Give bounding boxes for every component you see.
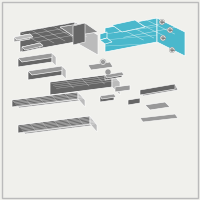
Circle shape — [160, 20, 164, 24]
Polygon shape — [105, 72, 124, 78]
Polygon shape — [78, 92, 85, 107]
Polygon shape — [73, 23, 85, 45]
Polygon shape — [12, 92, 78, 107]
Polygon shape — [62, 66, 66, 79]
Polygon shape — [60, 23, 98, 36]
Polygon shape — [22, 43, 43, 50]
Circle shape — [106, 70, 110, 74]
Polygon shape — [145, 102, 170, 110]
Polygon shape — [105, 18, 157, 52]
Polygon shape — [50, 74, 112, 95]
Polygon shape — [14, 34, 33, 40]
Polygon shape — [12, 92, 85, 108]
Polygon shape — [90, 116, 97, 132]
Polygon shape — [100, 38, 112, 44]
Polygon shape — [14, 34, 30, 42]
Polygon shape — [105, 18, 185, 42]
Polygon shape — [140, 84, 178, 96]
Polygon shape — [88, 62, 113, 70]
Polygon shape — [112, 20, 145, 32]
Polygon shape — [140, 84, 175, 95]
Polygon shape — [140, 114, 178, 122]
Polygon shape — [20, 22, 75, 52]
Polygon shape — [18, 116, 97, 134]
Polygon shape — [128, 98, 140, 105]
Polygon shape — [115, 85, 130, 92]
Polygon shape — [50, 74, 120, 90]
Polygon shape — [112, 74, 120, 95]
Polygon shape — [18, 53, 56, 62]
Polygon shape — [22, 43, 40, 52]
Polygon shape — [18, 53, 52, 67]
Polygon shape — [28, 66, 66, 75]
Polygon shape — [157, 18, 185, 56]
Circle shape — [170, 48, 174, 52]
Circle shape — [161, 36, 165, 40]
Polygon shape — [100, 94, 114, 102]
Polygon shape — [28, 66, 62, 80]
Circle shape — [101, 60, 106, 64]
Polygon shape — [52, 53, 56, 66]
Polygon shape — [75, 22, 98, 55]
Polygon shape — [100, 32, 107, 40]
Polygon shape — [18, 116, 90, 133]
Polygon shape — [105, 72, 122, 80]
Circle shape — [168, 28, 172, 32]
Polygon shape — [20, 22, 98, 45]
Polygon shape — [100, 94, 116, 99]
